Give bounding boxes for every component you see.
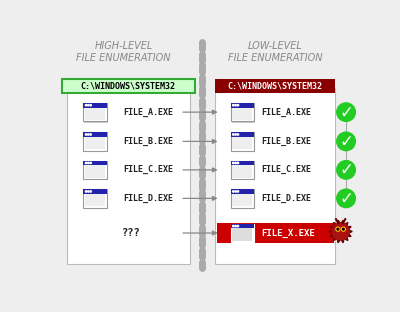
Bar — [84, 133, 108, 152]
Circle shape — [88, 191, 89, 192]
Bar — [230, 224, 254, 228]
Circle shape — [232, 134, 234, 135]
Bar — [83, 161, 106, 179]
Circle shape — [237, 162, 239, 163]
Circle shape — [85, 191, 87, 192]
Text: FILE_X.EXE: FILE_X.EXE — [261, 228, 314, 237]
Circle shape — [88, 162, 89, 163]
Circle shape — [90, 191, 91, 192]
Circle shape — [232, 225, 234, 227]
Circle shape — [235, 105, 236, 106]
Bar — [230, 224, 254, 242]
Text: FILE_B.EXE: FILE_B.EXE — [124, 137, 174, 146]
Bar — [232, 225, 255, 243]
Circle shape — [337, 161, 355, 179]
Bar — [85, 108, 105, 120]
Text: ✓: ✓ — [339, 133, 353, 151]
Bar — [232, 162, 255, 180]
Text: C:\WINDOWS\SYSTEM32: C:\WINDOWS\SYSTEM32 — [81, 81, 176, 90]
Bar — [83, 103, 106, 108]
Circle shape — [85, 134, 87, 135]
Text: FILE_B.EXE: FILE_B.EXE — [261, 137, 311, 146]
Circle shape — [337, 228, 339, 230]
Bar — [232, 190, 255, 209]
Bar — [85, 165, 105, 178]
Bar — [84, 104, 108, 123]
Bar — [215, 88, 335, 264]
Text: C:\WINDOWS\SYSTEM32: C:\WINDOWS\SYSTEM32 — [228, 81, 323, 90]
Bar — [232, 137, 252, 149]
Circle shape — [342, 228, 344, 230]
Bar — [215, 79, 335, 93]
Circle shape — [90, 134, 91, 135]
Circle shape — [232, 105, 234, 106]
Bar — [84, 190, 108, 209]
Bar — [85, 194, 105, 206]
Circle shape — [85, 162, 87, 163]
Bar — [232, 165, 252, 178]
Bar — [232, 108, 252, 120]
Circle shape — [337, 103, 355, 121]
Text: ✓: ✓ — [339, 190, 353, 208]
Bar — [232, 228, 252, 241]
Bar — [83, 189, 106, 207]
Bar — [232, 133, 255, 152]
Text: FILE_D.EXE: FILE_D.EXE — [261, 194, 311, 203]
Bar — [230, 189, 254, 194]
Circle shape — [90, 105, 91, 106]
Circle shape — [232, 162, 234, 163]
Polygon shape — [329, 220, 352, 243]
Circle shape — [337, 189, 355, 207]
Text: FILE_C.EXE: FILE_C.EXE — [261, 165, 311, 174]
Circle shape — [336, 227, 340, 231]
Bar — [230, 103, 254, 121]
Bar — [67, 88, 190, 264]
Bar — [83, 161, 106, 165]
Text: ???: ??? — [122, 228, 141, 238]
Circle shape — [235, 225, 236, 227]
Circle shape — [85, 105, 87, 106]
Circle shape — [237, 225, 239, 227]
Bar — [84, 162, 108, 180]
Bar — [230, 189, 254, 207]
Text: LOW-LEVEL
FILE ENUMERATION: LOW-LEVEL FILE ENUMERATION — [228, 41, 322, 63]
Text: FILE_C.EXE: FILE_C.EXE — [124, 165, 174, 174]
Text: ✓: ✓ — [339, 104, 353, 121]
Circle shape — [235, 191, 236, 192]
Circle shape — [342, 227, 345, 231]
Bar — [83, 132, 106, 151]
Circle shape — [237, 191, 239, 192]
Circle shape — [88, 134, 89, 135]
Bar — [83, 132, 106, 137]
Text: FILE_A.EXE: FILE_A.EXE — [124, 108, 174, 117]
Circle shape — [332, 223, 349, 240]
Circle shape — [235, 134, 236, 135]
Circle shape — [90, 162, 91, 163]
Bar — [230, 161, 254, 165]
Circle shape — [237, 134, 239, 135]
Bar — [230, 132, 254, 151]
Circle shape — [237, 105, 239, 106]
Circle shape — [235, 162, 236, 163]
Circle shape — [337, 132, 355, 151]
Bar — [83, 103, 106, 121]
Bar — [217, 223, 334, 243]
Bar — [85, 137, 105, 149]
Text: HIGH-LEVEL
FILE ENUMERATION: HIGH-LEVEL FILE ENUMERATION — [76, 41, 171, 63]
Bar — [232, 104, 255, 123]
Circle shape — [232, 191, 234, 192]
Bar — [230, 132, 254, 137]
Bar — [230, 161, 254, 179]
Text: ✓: ✓ — [339, 161, 353, 179]
Circle shape — [88, 105, 89, 106]
Text: FILE_D.EXE: FILE_D.EXE — [124, 194, 174, 203]
Bar — [232, 194, 252, 206]
Text: FILE_A.EXE: FILE_A.EXE — [261, 108, 311, 117]
Bar — [83, 189, 106, 194]
Bar — [62, 79, 195, 93]
Bar — [230, 103, 254, 108]
